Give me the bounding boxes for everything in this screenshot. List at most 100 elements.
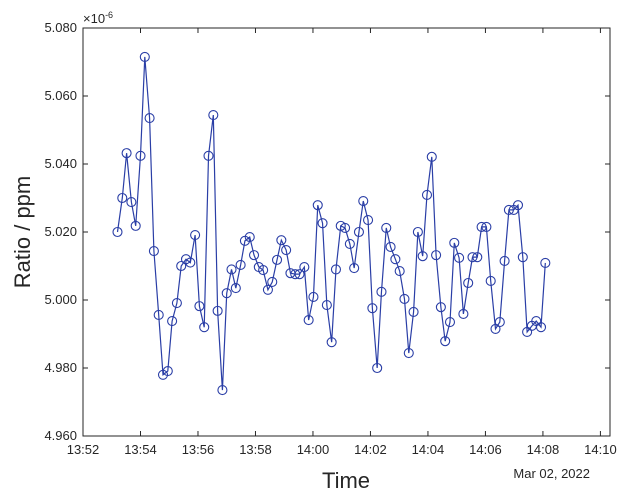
- data-point: [317, 218, 328, 229]
- data-point: [421, 189, 433, 200]
- series-line: [116, 56, 546, 391]
- data-point: [522, 326, 533, 338]
- data-point: [176, 260, 187, 272]
- data-point: [376, 286, 387, 297]
- data-point: [431, 250, 442, 261]
- data-point: [330, 264, 342, 275]
- y-tick-label: 4.980: [44, 360, 77, 375]
- x-tick-label: 13:52: [67, 442, 100, 457]
- data-point: [244, 232, 255, 243]
- data-point: [503, 204, 514, 215]
- x-tick-label: 14:10: [584, 442, 617, 457]
- data-point: [139, 51, 150, 62]
- data-point: [276, 235, 287, 246]
- data-point: [540, 257, 551, 268]
- date-label: Mar 02, 2022: [513, 466, 590, 481]
- x-axis-label: Time: [322, 468, 370, 493]
- data-point: [344, 238, 355, 249]
- data-point: [372, 362, 383, 374]
- data-point: [262, 284, 273, 295]
- data-point: [258, 265, 269, 276]
- y-tick-label: 4.960: [44, 428, 77, 443]
- y-exponent: -6: [105, 10, 113, 20]
- x-tick-label: 14:02: [354, 442, 387, 457]
- data-point: [185, 257, 196, 268]
- x-tick-label: 13:54: [124, 442, 157, 457]
- data-point: [221, 288, 232, 299]
- y-tick-label: 5.060: [44, 88, 77, 103]
- data-point: [208, 109, 219, 121]
- data-point: [440, 336, 451, 347]
- data-point: [299, 261, 310, 273]
- x-tick-label: 13:58: [239, 442, 272, 457]
- y-tick-label: 5.080: [44, 20, 77, 35]
- data-point: [349, 262, 360, 274]
- data-point: [444, 317, 456, 328]
- data-point: [485, 275, 496, 287]
- data-point: [399, 293, 410, 305]
- data-point: [353, 226, 365, 238]
- data-point: [417, 251, 428, 262]
- data-point: [153, 309, 164, 321]
- y-axis-label: Ratio / ppm: [10, 176, 35, 289]
- data-point: [454, 252, 465, 263]
- data-point: [267, 276, 278, 288]
- y-multiplier: ×10: [83, 11, 105, 26]
- data-point: [512, 200, 524, 211]
- data-point: [499, 255, 510, 266]
- data-point: [326, 337, 337, 348]
- x-tick-label: 14:08: [527, 442, 560, 457]
- data-point: [212, 305, 223, 316]
- x-tick-label: 14:00: [297, 442, 330, 457]
- data-point: [226, 264, 237, 275]
- data-point: [126, 197, 137, 208]
- data-point: [408, 306, 419, 317]
- y-tick-label: 5.000: [44, 292, 77, 307]
- data-point: [294, 269, 305, 280]
- data-point: [385, 241, 396, 253]
- data-point: [199, 322, 210, 333]
- data-point: [412, 226, 423, 238]
- data-point: [535, 322, 547, 333]
- data-point: [194, 301, 205, 312]
- data-point: [467, 252, 478, 263]
- data-point: [394, 266, 405, 277]
- data-point: [117, 192, 128, 204]
- data-point: [135, 150, 146, 161]
- data-point: [121, 148, 132, 159]
- data-point: [426, 151, 437, 162]
- data-point: [308, 291, 319, 302]
- data-point: [303, 315, 314, 326]
- data-point: [203, 150, 214, 161]
- data-point: [217, 385, 228, 396]
- data-point: [148, 245, 159, 257]
- data-point: [358, 196, 369, 207]
- data-point: [281, 244, 292, 256]
- data-point: [290, 269, 301, 280]
- data-point: [271, 254, 283, 265]
- data-point: [162, 366, 173, 377]
- y-tick-label: 5.040: [44, 156, 77, 171]
- data-point: [340, 222, 351, 233]
- x-tick-label: 14:06: [469, 442, 502, 457]
- data-point: [367, 303, 378, 314]
- y-tick-label: 5.020: [44, 224, 77, 239]
- data-point: [458, 308, 469, 319]
- data-point: [435, 302, 446, 313]
- data-point: [494, 317, 505, 328]
- data-point: [472, 252, 483, 263]
- data-point: [463, 277, 474, 289]
- data-point: [248, 250, 260, 261]
- x-tick-label: 14:04: [412, 442, 445, 457]
- data-point: [381, 222, 392, 233]
- data-point: [481, 221, 492, 232]
- data-point: [167, 316, 178, 327]
- data-point: [403, 347, 414, 359]
- y-exponent-label: ×10-6: [83, 10, 113, 26]
- data-point: [517, 252, 528, 263]
- data-point: [144, 113, 155, 124]
- data-point: [476, 221, 487, 232]
- data-point: [190, 230, 201, 241]
- data-point: [312, 200, 323, 211]
